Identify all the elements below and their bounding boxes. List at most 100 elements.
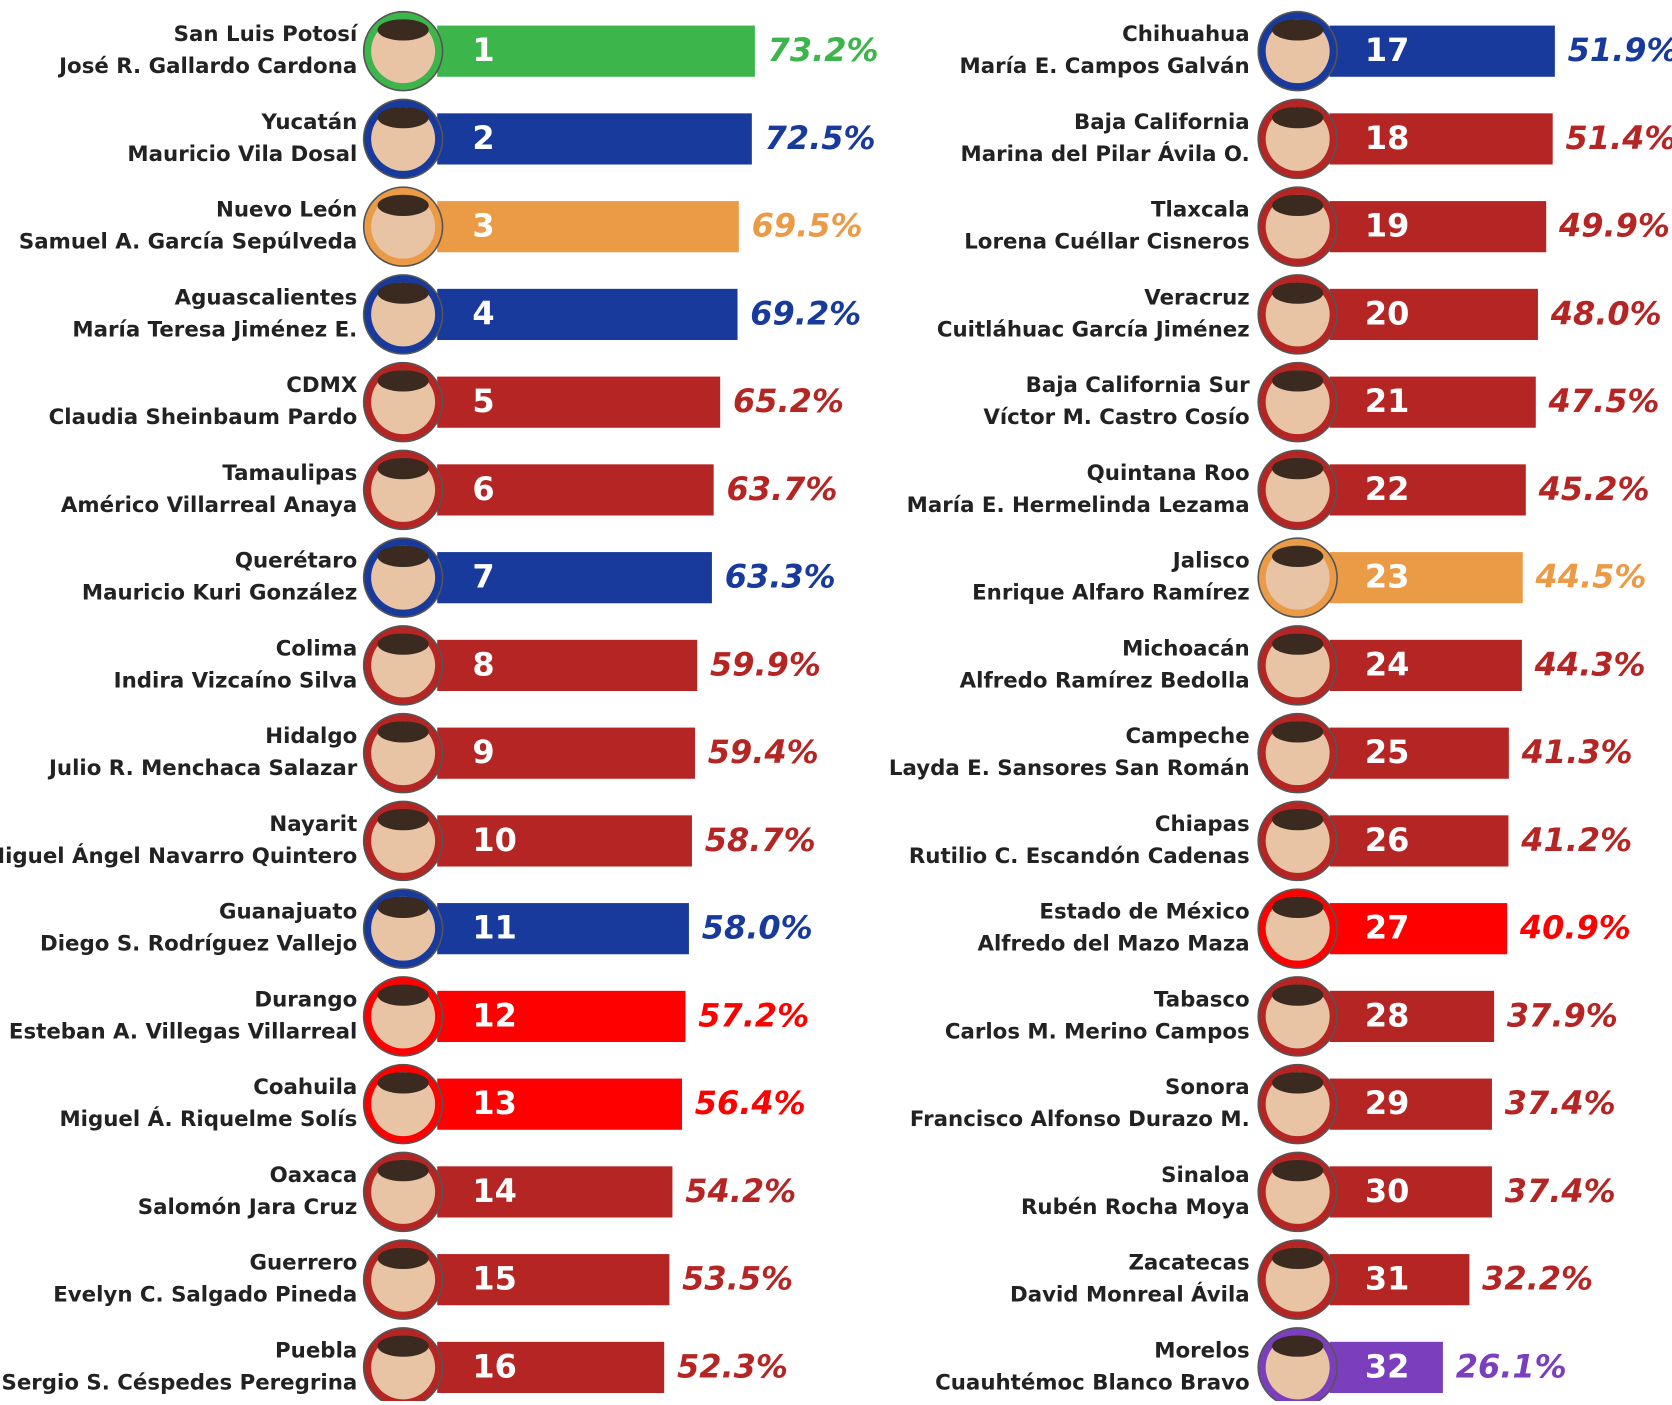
value-label: 26.1% (1456, 1347, 1567, 1385)
value-label: 63.3% (725, 558, 836, 596)
governor-label: Cuitláhuac García Jiménez (937, 317, 1250, 342)
rank-label: 27 (1365, 909, 1409, 947)
rank-label: 18 (1365, 119, 1409, 157)
bar (1329, 1341, 1443, 1394)
state-label: Nuevo León (216, 198, 357, 223)
state-label: Campeche (1125, 724, 1249, 749)
state-label: Sonora (1165, 1075, 1250, 1100)
value-label: 37.4% (1505, 1084, 1616, 1122)
value-label: 69.2% (750, 294, 861, 332)
rank-label: 1 (472, 31, 494, 69)
portrait-hair (1272, 1335, 1324, 1357)
portrait-hair (1272, 984, 1324, 1006)
portrait-hair (377, 457, 429, 480)
portrait-hair (1272, 1159, 1324, 1182)
bar (437, 815, 692, 867)
portrait-hair (377, 984, 429, 1006)
value-label: 59.9% (710, 645, 821, 683)
rank-label: 28 (1365, 996, 1409, 1034)
governor-label: Rubén Rocha Moya (1021, 1195, 1250, 1220)
value-label: 58.7% (705, 821, 816, 859)
rank-label: 6 (472, 470, 494, 508)
value-label: 69.5% (752, 207, 863, 245)
rank-label: 8 (472, 645, 494, 683)
governor-label: Alfredo Ramírez Bedolla (960, 668, 1250, 693)
state-label: Oaxaca (270, 1163, 358, 1188)
portrait-hair (377, 1247, 429, 1270)
value-label: 40.9% (1519, 909, 1631, 947)
governor-label: Miguel Ángel Navarro Quintero (0, 843, 357, 869)
portrait-hair (377, 808, 429, 831)
bar (437, 376, 721, 428)
bar (437, 552, 712, 604)
state-label: Michoacán (1122, 636, 1250, 661)
state-label: Tabasco (1154, 987, 1250, 1012)
bar (1329, 552, 1523, 604)
rank-label: 10 (472, 821, 517, 859)
rank-label: 16 (472, 1347, 517, 1385)
value-label: 44.3% (1534, 645, 1646, 683)
value-label: 32.2% (1482, 1260, 1593, 1298)
rank-label: 26 (1365, 821, 1409, 859)
governor-label: Lorena Cuéllar Cisneros (964, 230, 1249, 255)
state-label: Quintana Roo (1087, 461, 1250, 486)
portrait-hair (377, 282, 429, 304)
value-label: 53.5% (682, 1260, 793, 1298)
portrait-hair (1272, 721, 1324, 743)
portrait-hair (1272, 457, 1324, 480)
state-label: Sinaloa (1161, 1163, 1250, 1188)
state-label: Querétaro (235, 549, 357, 574)
rank-label: 7 (472, 558, 494, 596)
governor-label: Samuel A. García Sepúlveda (19, 230, 357, 255)
governor-label: María E. Campos Galván (960, 54, 1250, 79)
state-label: Durango (254, 987, 357, 1012)
value-label: 37.9% (1507, 996, 1618, 1034)
bar (1329, 990, 1495, 1043)
state-label: CDMX (286, 373, 357, 398)
bar (437, 1166, 673, 1218)
bar (1329, 903, 1508, 955)
governor-label: Julio R. Menchaca Salazar (47, 756, 358, 781)
bar (1329, 113, 1553, 165)
governor-label: Salomón Jara Cruz (138, 1195, 357, 1220)
state-label: Jalisco (1171, 549, 1250, 574)
rank-label: 30 (1365, 1172, 1409, 1210)
rank-label: 11 (472, 909, 517, 947)
bar (1329, 1254, 1470, 1306)
value-label: 48.0% (1550, 294, 1662, 332)
bar (1329, 639, 1522, 692)
governor-label: Francisco Alfonso Durazo M. (910, 1107, 1250, 1132)
rank-label: 5 (472, 382, 494, 420)
rank-label: 19 (1365, 207, 1409, 245)
bar (437, 464, 714, 516)
governor-label: Indira Vizcaíno Silva (114, 668, 358, 693)
state-label: Tamaulipas (222, 461, 357, 486)
rank-label: 29 (1365, 1084, 1409, 1122)
state-label: Baja California (1074, 110, 1250, 135)
state-label: Baja California Sur (1026, 373, 1251, 398)
portrait-hair (377, 370, 429, 392)
state-label: Aguascalientes (175, 285, 358, 310)
value-label: 44.5% (1535, 558, 1647, 596)
bar (437, 113, 752, 165)
value-label: 54.2% (685, 1172, 796, 1210)
state-label: Colima (276, 636, 357, 661)
value-label: 57.2% (698, 996, 809, 1034)
value-label: 56.4% (695, 1084, 806, 1122)
bar (437, 201, 739, 253)
rank-label: 23 (1365, 558, 1409, 596)
bar (1329, 201, 1547, 253)
bar (437, 903, 689, 955)
governor-label: Enrique Alfaro Ramírez (972, 581, 1250, 606)
value-label: 51.4% (1565, 119, 1672, 157)
state-label: San Luis Potosí (174, 22, 359, 47)
portrait-hair (377, 633, 429, 655)
state-label: Tlaxcala (1151, 198, 1250, 223)
portrait-hair (377, 1159, 429, 1182)
governor-label: Esteban A. Villegas Villarreal (9, 1019, 357, 1044)
governor-label: Diego S. Rodríguez Vallejo (40, 932, 357, 957)
portrait-hair (1272, 19, 1324, 41)
value-label: 41.3% (1521, 733, 1633, 771)
rank-label: 21 (1365, 382, 1409, 420)
